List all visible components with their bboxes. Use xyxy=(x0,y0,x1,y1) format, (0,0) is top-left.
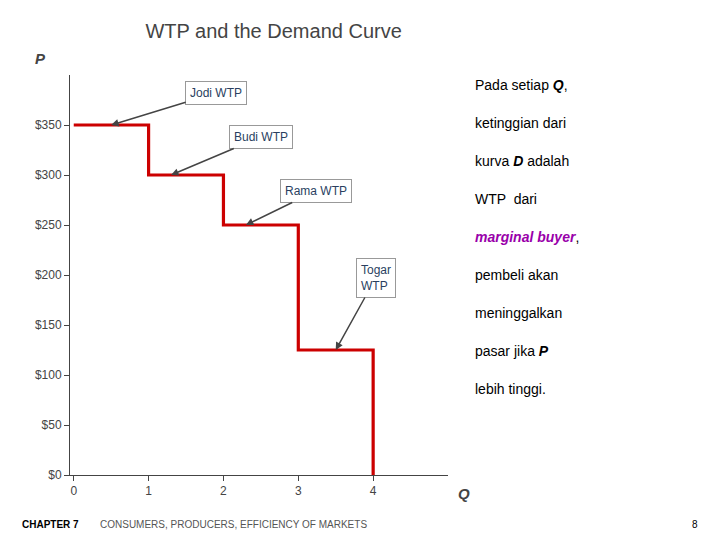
svg-text:P: P xyxy=(35,50,46,67)
svg-text:pasar jika P: pasar jika P xyxy=(475,343,549,359)
svg-text:2: 2 xyxy=(220,484,227,498)
svg-text:0: 0 xyxy=(70,484,77,498)
svg-text:$100: $100 xyxy=(35,368,62,382)
svg-text:WTP and the Demand Curve: WTP and the Demand Curve xyxy=(145,20,401,42)
svg-text:$300: $300 xyxy=(35,168,62,182)
svg-text:Budi WTP: Budi WTP xyxy=(234,130,288,144)
svg-text:WTP dari: WTP dari xyxy=(475,191,537,207)
svg-text:meninggalkan: meninggalkan xyxy=(475,305,562,321)
svg-text:Q: Q xyxy=(458,485,470,502)
svg-text:lebih tinggi.: lebih tinggi. xyxy=(475,381,546,397)
svg-text:CHAPTER 7: CHAPTER 7 xyxy=(22,519,79,530)
svg-text:Rama WTP: Rama WTP xyxy=(285,184,347,198)
svg-text:$250: $250 xyxy=(35,218,62,232)
svg-text:pembeli akan: pembeli akan xyxy=(475,267,558,283)
svg-text:3: 3 xyxy=(295,484,302,498)
svg-text:CONSUMERS, PRODUCERS, EFFICIEN: CONSUMERS, PRODUCERS, EFFICIENCY OF MARK… xyxy=(100,519,367,530)
svg-text:kurva D adalah: kurva D adalah xyxy=(475,153,569,169)
svg-text:$0: $0 xyxy=(48,468,62,482)
svg-text:ketinggian dari: ketinggian dari xyxy=(475,115,566,131)
svg-text:$150: $150 xyxy=(35,318,62,332)
svg-text:$200: $200 xyxy=(35,268,62,282)
svg-text:TogarWTP: TogarWTP xyxy=(361,263,391,293)
svg-text:marginal buyer,: marginal buyer, xyxy=(475,229,579,245)
svg-text:$50: $50 xyxy=(42,418,62,432)
svg-text:Jodi WTP: Jodi WTP xyxy=(190,86,242,100)
svg-text:4: 4 xyxy=(370,484,377,498)
svg-text:Pada setiap Q,: Pada setiap Q, xyxy=(475,77,568,93)
svg-text:$350: $350 xyxy=(35,118,62,132)
svg-text:8: 8 xyxy=(692,519,698,530)
svg-text:1: 1 xyxy=(145,484,152,498)
